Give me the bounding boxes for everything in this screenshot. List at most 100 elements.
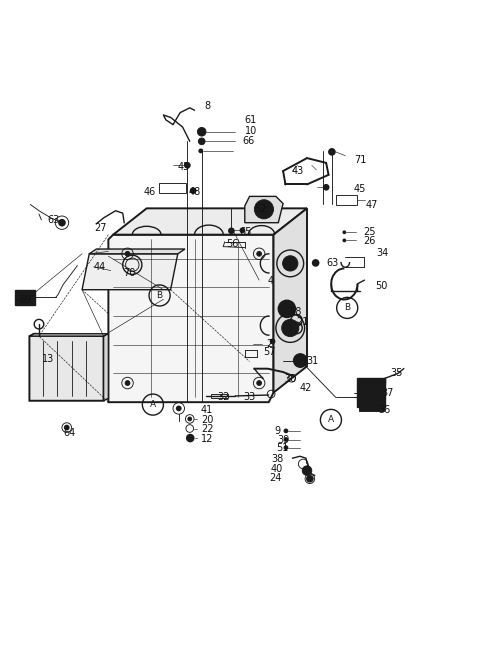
Text: B: B — [344, 303, 350, 312]
Text: 64: 64 — [64, 428, 76, 438]
Circle shape — [302, 466, 312, 476]
Circle shape — [257, 380, 262, 386]
Text: 2: 2 — [266, 338, 273, 349]
Text: 42: 42 — [300, 383, 312, 394]
Text: 9: 9 — [275, 426, 281, 436]
Circle shape — [186, 434, 194, 442]
Text: 50: 50 — [375, 281, 387, 291]
Text: 35: 35 — [391, 368, 403, 378]
Polygon shape — [89, 249, 185, 254]
Text: 46: 46 — [144, 186, 156, 197]
Polygon shape — [108, 235, 274, 402]
Circle shape — [312, 259, 320, 267]
Circle shape — [254, 199, 274, 219]
Circle shape — [297, 358, 304, 364]
Text: 44: 44 — [94, 262, 106, 272]
Circle shape — [282, 319, 299, 337]
Text: 61: 61 — [245, 115, 257, 125]
Bar — [15, 290, 35, 305]
Text: 20: 20 — [201, 415, 213, 425]
Text: 39: 39 — [277, 435, 289, 445]
Text: 48: 48 — [188, 186, 201, 197]
Text: 30: 30 — [284, 374, 296, 384]
Circle shape — [278, 300, 296, 318]
Circle shape — [176, 405, 181, 411]
Circle shape — [198, 138, 205, 145]
Text: 4: 4 — [268, 276, 274, 286]
Text: 38: 38 — [272, 454, 284, 464]
Bar — [211, 394, 228, 398]
Text: 69: 69 — [19, 295, 31, 305]
Text: 36: 36 — [379, 405, 391, 415]
Circle shape — [125, 251, 130, 256]
Text: 70: 70 — [123, 268, 135, 278]
Text: 24: 24 — [270, 473, 282, 483]
Text: 25: 25 — [363, 227, 376, 237]
Text: 51: 51 — [276, 443, 289, 453]
Circle shape — [342, 239, 346, 242]
Circle shape — [190, 188, 196, 194]
Text: 66: 66 — [242, 136, 255, 146]
Text: 56: 56 — [227, 239, 239, 249]
Text: 57: 57 — [263, 347, 276, 357]
Text: 27: 27 — [95, 224, 107, 234]
Text: 43: 43 — [292, 166, 304, 176]
Text: 52: 52 — [254, 204, 267, 215]
Text: 45: 45 — [354, 184, 366, 194]
Text: A: A — [150, 400, 156, 409]
Circle shape — [284, 437, 288, 442]
Text: 26: 26 — [363, 236, 376, 246]
Bar — [359, 407, 384, 411]
Text: 65: 65 — [239, 227, 252, 237]
Text: 41: 41 — [201, 405, 213, 415]
Text: 32: 32 — [217, 392, 229, 402]
Circle shape — [198, 148, 203, 154]
Circle shape — [15, 295, 19, 299]
Text: 8: 8 — [204, 101, 210, 111]
Polygon shape — [104, 334, 108, 401]
Text: 63: 63 — [326, 258, 338, 268]
Circle shape — [64, 424, 70, 430]
Bar — [158, 182, 186, 193]
Text: 37: 37 — [382, 388, 394, 398]
Polygon shape — [113, 209, 307, 235]
Text: A: A — [328, 415, 334, 424]
Text: 13: 13 — [42, 354, 54, 364]
Circle shape — [283, 256, 298, 271]
Circle shape — [328, 148, 336, 155]
Text: 10: 10 — [245, 126, 257, 136]
Text: 12: 12 — [201, 434, 213, 443]
Circle shape — [125, 380, 130, 386]
Polygon shape — [82, 254, 178, 290]
Text: 33: 33 — [243, 392, 255, 402]
Circle shape — [257, 251, 262, 256]
Text: 71: 71 — [354, 155, 366, 165]
Circle shape — [240, 228, 245, 234]
Circle shape — [270, 338, 276, 344]
Circle shape — [188, 417, 192, 421]
Circle shape — [197, 127, 206, 136]
Bar — [357, 379, 385, 407]
Text: 22: 22 — [201, 424, 213, 434]
Circle shape — [294, 354, 307, 367]
Circle shape — [58, 219, 66, 226]
Text: 31: 31 — [306, 356, 318, 365]
Circle shape — [15, 300, 19, 304]
Bar — [336, 195, 357, 205]
Circle shape — [284, 428, 288, 434]
Text: 45: 45 — [178, 162, 190, 172]
Polygon shape — [29, 334, 104, 401]
Text: 47: 47 — [365, 201, 378, 211]
Circle shape — [228, 228, 235, 234]
Polygon shape — [245, 196, 283, 222]
Circle shape — [184, 162, 191, 169]
Circle shape — [306, 475, 314, 483]
Text: 34: 34 — [376, 249, 388, 258]
Text: B: B — [156, 291, 163, 300]
Text: 58: 58 — [289, 307, 301, 317]
Circle shape — [323, 184, 329, 191]
Polygon shape — [274, 209, 307, 392]
Text: 40: 40 — [271, 464, 283, 474]
Circle shape — [284, 445, 288, 450]
Polygon shape — [29, 334, 108, 336]
